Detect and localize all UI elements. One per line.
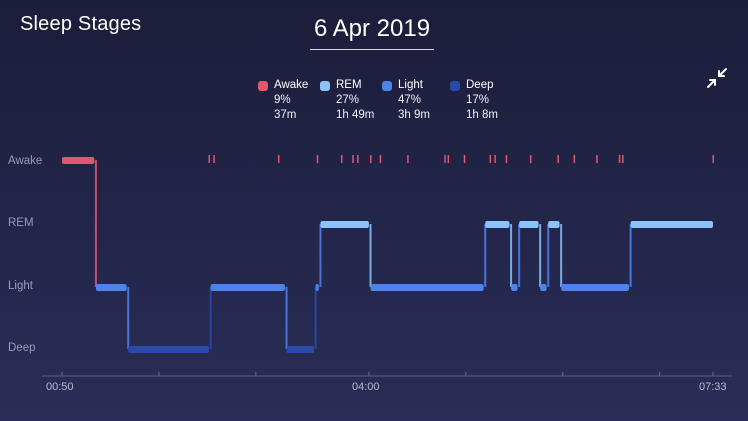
awake-swatch (258, 80, 268, 91)
legend-duration: 3h 9m (398, 109, 430, 121)
awake-tick (444, 155, 446, 163)
collapse-arrows-icon (707, 68, 727, 88)
stage-transition (539, 224, 542, 287)
stage-transition (285, 287, 288, 349)
legend-percent: 27% (336, 94, 360, 106)
page-title: Sleep Stages (20, 13, 142, 35)
stage-segment-rem (519, 221, 539, 228)
date-title[interactable]: 6 Apr 2019 (313, 15, 431, 42)
awake-tick (213, 155, 215, 163)
stage-segment-rem (320, 221, 369, 228)
stage-segment-deep (286, 346, 314, 353)
collapse-button[interactable] (705, 66, 729, 90)
stage-segment-light (540, 284, 547, 291)
stage-transition (484, 224, 487, 287)
stage-transition (94, 160, 97, 287)
awake-tick (505, 155, 508, 163)
awake-tick (357, 155, 359, 163)
stage-transition (518, 224, 521, 287)
stage-transition (629, 224, 632, 287)
awake-tick (618, 155, 621, 163)
awake-tick (340, 155, 343, 163)
stage-segment-rem (630, 221, 713, 228)
stage-label-awake: Awake (8, 155, 43, 167)
stage-label-light: Light (8, 280, 33, 292)
legend-percent: 17% (466, 94, 490, 106)
awake-tick (277, 155, 280, 163)
legend-label: Light (398, 79, 423, 91)
stage-transition (560, 224, 563, 287)
legend-duration: 37m (274, 109, 297, 121)
stage-transition (209, 287, 212, 349)
awake-tick (529, 155, 532, 163)
awake-tick (208, 155, 210, 163)
awake-tick (316, 155, 319, 163)
awake-tick (370, 155, 372, 163)
awake-tick (622, 155, 624, 163)
stage-transition (319, 224, 322, 287)
legend-label: REM (336, 79, 362, 91)
awake-tick (573, 155, 576, 163)
legend-label: Awake (274, 79, 309, 91)
stage-label-deep: Deep (8, 342, 36, 354)
stage-segment-rem (548, 221, 560, 228)
awake-tick (712, 155, 714, 163)
awake-tick (352, 155, 354, 163)
legend-item-rem: REM 27% 1h 49m (320, 78, 382, 123)
legend-duration: 1h 49m (336, 109, 375, 121)
legend-item-awake: Awake 9% 37m (258, 78, 320, 123)
legend: Awake 9% 37m REM 27% 1h 49m Light 47% 3h… (258, 78, 512, 123)
stage-transition (127, 287, 130, 349)
time-label-mid: 04:00 (352, 381, 380, 393)
stage-transition (369, 224, 372, 287)
deep-swatch (450, 80, 460, 91)
legend-item-deep: Deep 17% 1h 8m (450, 78, 512, 123)
stage-segment-light (561, 284, 629, 291)
stage-segment-light (315, 284, 319, 291)
legend-percent: 9% (274, 94, 291, 106)
legend-duration: 1h 8m (466, 109, 498, 121)
light-swatch (382, 80, 392, 91)
awake-tick (463, 155, 466, 163)
stage-transition (510, 224, 513, 287)
stage-segment-light (370, 284, 484, 291)
stage-segment-light (210, 284, 285, 291)
awake-tick (447, 155, 450, 163)
legend-label: Deep (466, 79, 494, 91)
awake-tick (379, 155, 382, 163)
legend-percent: 47% (398, 94, 422, 106)
stage-label-rem: REM (8, 217, 34, 229)
stage-segment-light (511, 284, 518, 291)
awake-tick (557, 155, 559, 163)
awake-tick (489, 155, 492, 163)
stage-segment-awake (62, 157, 95, 164)
date-underline (310, 49, 434, 50)
awake-tick (494, 155, 496, 163)
stage-segment-deep (128, 346, 209, 353)
legend-item-light: Light 47% 3h 9m (382, 78, 450, 123)
time-label-start: 00:50 (46, 381, 74, 393)
rem-swatch (320, 80, 330, 91)
stage-transition (547, 224, 550, 287)
awake-tick (407, 155, 409, 163)
stage-segment-light (95, 284, 127, 291)
stage-transition (314, 287, 317, 349)
time-label-end: 07:33 (699, 381, 727, 393)
awake-tick (596, 155, 598, 163)
stage-segment-rem (485, 221, 510, 228)
